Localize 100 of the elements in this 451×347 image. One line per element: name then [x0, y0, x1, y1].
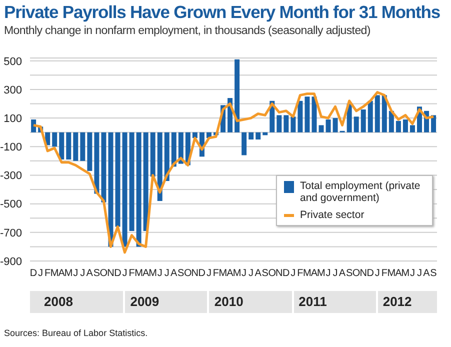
- x-tick-label: O: [352, 268, 360, 280]
- bar: [256, 132, 261, 140]
- bar: [52, 132, 58, 147]
- bar: [396, 120, 401, 132]
- x-tick-label: S: [178, 268, 185, 280]
- bar: [143, 132, 148, 231]
- bar: [410, 125, 415, 132]
- x-tick-label: F: [297, 268, 304, 280]
- y-tick-label: 300: [4, 84, 22, 96]
- x-tick-label: M: [303, 268, 312, 280]
- x-tick-label: A: [254, 268, 262, 280]
- x-tick-label: J: [374, 268, 380, 280]
- x-tick-label: M: [64, 268, 73, 280]
- x-tick-label: F: [381, 268, 388, 280]
- bar: [326, 119, 331, 132]
- x-tick-label: A: [226, 268, 234, 280]
- bar: [304, 96, 310, 132]
- bar: [31, 119, 36, 132]
- x-tick-label: J: [416, 268, 422, 280]
- y-tick-label: -900: [0, 256, 22, 268]
- chart-subtitle: Monthly change in nonfarm employment, in thousands (seasonally adjusted): [4, 25, 370, 37]
- bar: [73, 132, 78, 161]
- x-tick-label: J: [248, 268, 254, 280]
- x-tick-label: N: [107, 268, 114, 280]
- x-tick-label: J: [164, 268, 170, 280]
- x-tick-label: F: [128, 268, 135, 280]
- bar: [298, 100, 303, 132]
- y-tick-label: 100: [4, 112, 22, 125]
- bar: [248, 132, 254, 140]
- x-tick-label: J: [332, 268, 338, 280]
- x-tick-label: D: [366, 268, 374, 280]
- x-tick-label: J: [206, 268, 212, 280]
- bar: [108, 132, 114, 247]
- x-tick-label: D: [198, 268, 206, 280]
- bar: [87, 132, 92, 171]
- bar: [66, 132, 72, 160]
- y-tick-label: -500: [0, 198, 22, 211]
- bar: [122, 132, 128, 247]
- x-tick-label: M: [317, 268, 326, 280]
- bar: [368, 100, 373, 132]
- x-tick-label: N: [191, 268, 199, 280]
- bar: [290, 116, 296, 132]
- x-tick-label: M: [148, 268, 157, 280]
- x-tick-label: J: [410, 268, 415, 280]
- x-tick-label: N: [275, 268, 283, 280]
- bar: [94, 132, 100, 194]
- y-tick-label: -700: [0, 227, 22, 240]
- x-tick-label: S: [262, 268, 269, 280]
- x-tick-label: D: [282, 268, 290, 280]
- line-series: [32, 91, 435, 254]
- bar: [136, 132, 142, 247]
- x-tick-label: A: [142, 268, 150, 280]
- x-tick-label: J: [73, 268, 78, 280]
- source-note: Sources: Bureau of Labor Statistics.: [4, 328, 148, 338]
- x-tick-label: A: [170, 268, 178, 280]
- y-tick-label: -100: [0, 142, 22, 154]
- x-tick-label: J: [157, 268, 162, 280]
- bar: [354, 116, 359, 132]
- x-tick-label: J: [242, 268, 247, 280]
- y-tick-label: 500: [4, 56, 22, 68]
- x-tick-label: A: [395, 268, 402, 280]
- x-tick-label: A: [310, 268, 318, 280]
- text: 2008: [43, 293, 73, 311]
- bar: [157, 132, 162, 201]
- bar: [80, 132, 86, 161]
- x-tick-label: A: [338, 268, 346, 280]
- x-tick-label: M: [50, 268, 59, 280]
- x-tick-label: F: [44, 268, 51, 280]
- x-tick-label: M: [218, 268, 228, 280]
- x-tick-label: N: [360, 268, 367, 280]
- x-tick-label: M: [134, 268, 143, 280]
- x-tick-label: J: [38, 268, 44, 280]
- x-tick-label: F: [212, 268, 220, 280]
- x-tick-label: J: [80, 268, 86, 280]
- x-tick-label: D: [114, 268, 122, 280]
- bar: [382, 95, 387, 132]
- x-tick-label: A: [86, 268, 94, 280]
- bar: [402, 119, 408, 132]
- chart-title: Private Payrolls Have Grown Every Month for 31 Months: [4, 2, 440, 23]
- bar: [129, 132, 134, 231]
- x-tick-label: S: [430, 268, 438, 280]
- bar: [150, 132, 156, 177]
- text: 2011: [292, 291, 327, 313]
- bar: [115, 132, 120, 227]
- bar: [234, 59, 240, 132]
- bar: [242, 132, 247, 156]
- text: 2012: [376, 291, 412, 313]
- bar: [312, 96, 317, 132]
- bar: [276, 115, 282, 132]
- x-tick-label: M: [401, 268, 410, 280]
- legend-label: Total employment (private and government): [300, 180, 422, 204]
- x-tick-label: M: [232, 268, 242, 280]
- bar: [332, 118, 338, 132]
- x-tick-label: O: [268, 268, 276, 280]
- bar: [171, 132, 176, 167]
- bar: [374, 95, 380, 132]
- x-tick-label: A: [423, 268, 430, 280]
- x-tick-label: A: [58, 268, 66, 280]
- x-tick-label: S: [346, 268, 353, 280]
- x-tick-label: O: [100, 268, 108, 280]
